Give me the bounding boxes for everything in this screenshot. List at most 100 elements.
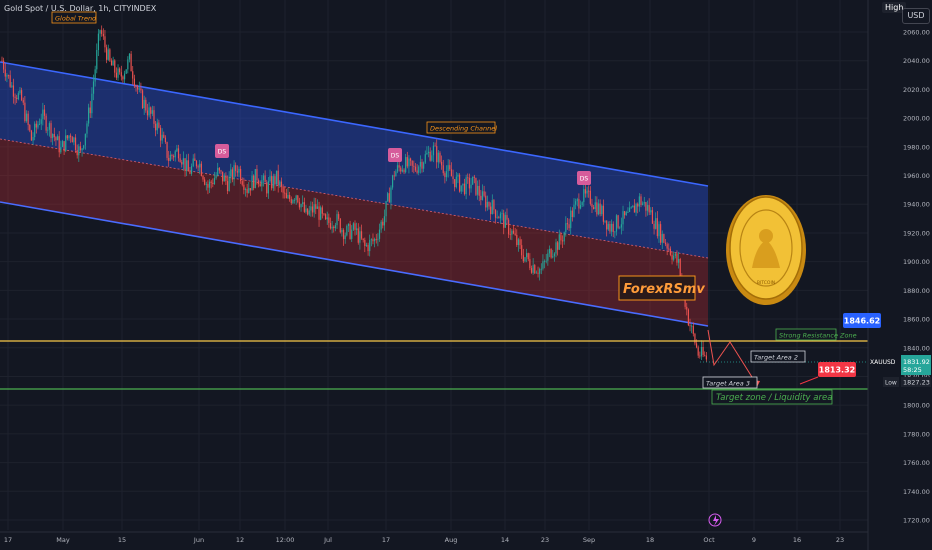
candle-body [432, 145, 435, 156]
x-tick-label: 12:00 [276, 536, 295, 544]
candle-body [584, 189, 587, 194]
candle-body [177, 148, 180, 159]
candle-body [424, 154, 426, 163]
global-trend-label-box [51, 11, 97, 24]
projection-path [707, 329, 758, 386]
symbol-title[interactable]: Gold Spot / U.S. Dollar, 1h, CITYINDEX [4, 4, 157, 13]
candle-body [614, 231, 616, 233]
x-tick-label: 23 [836, 536, 844, 544]
candle-body [47, 129, 49, 131]
current-price: 1831.92 [903, 358, 930, 366]
candle-body [548, 248, 551, 254]
candle-body [450, 169, 453, 177]
candle-body [359, 231, 361, 243]
candle-body [195, 160, 198, 167]
candle-body [279, 181, 281, 186]
candle-body [104, 36, 106, 48]
lightning-icon [708, 513, 722, 527]
candle-body [380, 221, 382, 230]
candle-body [643, 202, 645, 204]
candle-body [50, 123, 52, 139]
candle-body [187, 160, 189, 172]
candle-body [581, 202, 583, 206]
candle-body [323, 213, 325, 215]
candle-body [406, 157, 408, 167]
candle-body [702, 346, 704, 355]
candle-body [499, 213, 502, 219]
candle-body [588, 190, 590, 192]
candle-body [557, 242, 559, 250]
candle-body [326, 217, 328, 220]
candle-body [658, 224, 660, 237]
candle-body [606, 220, 608, 230]
candle-body [445, 171, 448, 178]
candle-body [208, 181, 211, 188]
x-tick-label: May [56, 536, 70, 544]
candle-body [488, 201, 490, 207]
candle-body [573, 204, 575, 217]
candle-body [640, 196, 642, 205]
candle-body [663, 234, 665, 243]
candle-body [298, 202, 301, 208]
candle-body [168, 157, 170, 161]
candle-body [213, 178, 216, 185]
x-tick-label: 18 [646, 536, 654, 544]
y-tick-label: 2040.00 [903, 57, 930, 65]
candle-body [699, 355, 701, 357]
candle-body [38, 123, 41, 125]
candle-body [61, 141, 64, 147]
candle-body [303, 202, 305, 212]
candle-body [215, 175, 217, 179]
candle-body [342, 229, 345, 240]
candle-body [34, 123, 36, 138]
y-tick-label: 1880.00 [903, 287, 930, 295]
candle-body [123, 73, 126, 80]
candle-body [1, 60, 3, 62]
candle-body [671, 254, 673, 260]
candle-body [96, 50, 98, 70]
candle-body [32, 137, 34, 141]
candle-body [37, 124, 39, 128]
channel-bottom-line [0, 201, 709, 327]
candle-body [558, 234, 560, 250]
candle-body [610, 223, 613, 232]
candle-body [463, 183, 466, 195]
candle-body [315, 204, 317, 209]
candle-body [274, 176, 276, 185]
candle-body [155, 123, 157, 131]
candle-body [200, 163, 202, 176]
currency-button[interactable]: USD [902, 8, 930, 24]
candle-body [68, 135, 70, 139]
candle-body [493, 200, 495, 210]
candle-body [405, 157, 407, 173]
candle-body [519, 239, 521, 246]
candle-body [602, 205, 605, 222]
candle-body [539, 269, 541, 274]
candle-body [468, 177, 470, 189]
y-tick-label: 1720.00 [903, 517, 930, 525]
candle-body [439, 152, 441, 162]
candle-body [251, 175, 253, 191]
low-label: Low [885, 380, 897, 387]
candle-body [341, 229, 343, 233]
candle-body [617, 215, 619, 228]
candle-body [508, 219, 510, 235]
x-tick-label: Oct [703, 536, 715, 544]
candle-body [480, 195, 482, 200]
candle-body [627, 212, 629, 213]
candle-body [65, 135, 67, 152]
candle-body [575, 201, 577, 205]
candle-body [391, 175, 394, 188]
candle-body [491, 200, 493, 215]
candle-body [504, 215, 506, 228]
candle-body [271, 176, 273, 189]
watermark-text: ForexRSmv [623, 282, 705, 297]
candle-body [367, 244, 369, 252]
candle-body [481, 191, 484, 200]
candle-body [290, 199, 292, 204]
y-tick-label: 1860.00 [903, 316, 930, 324]
candle-body [27, 113, 29, 125]
x-tick-label: 23 [541, 536, 549, 544]
y-tick-label: 1820.00 [903, 373, 930, 381]
